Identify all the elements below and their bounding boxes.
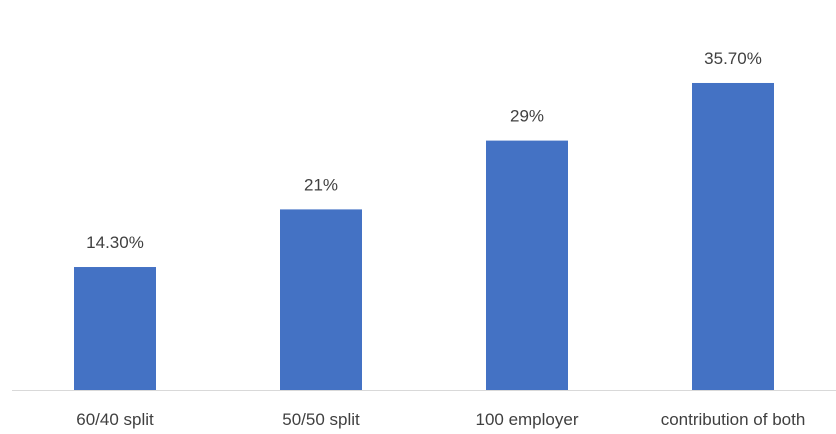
data-label-3: 29% [510,107,544,126]
bars-group [74,82,774,390]
x-tick-label-2: 50/50 split [282,410,360,429]
bar-3 [486,140,568,390]
bar-1 [74,267,156,390]
data-label-1: 14.30% [86,233,144,252]
bar-4 [692,82,774,390]
data-labels-group: 14.30% 21% 29% 35.70% [86,49,762,252]
x-tick-labels-group: 60/40 split 50/50 split 100 employer contri… [76,410,805,429]
data-label-4: 35.70% [704,49,762,68]
x-tick-label-3: 100 employer [475,410,578,429]
x-tick-label-4: contribution of both [661,410,806,429]
x-tick-label-1: 60/40 split [76,410,154,429]
data-label-2: 21% [304,175,338,194]
bar-2 [280,209,362,390]
